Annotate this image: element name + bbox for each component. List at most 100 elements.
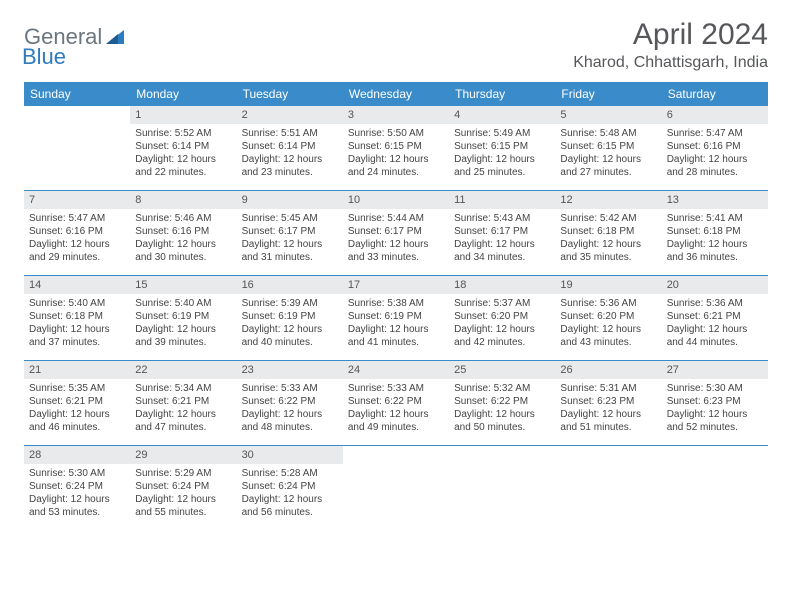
calendar-cell: 1Sunrise: 5:52 AMSunset: 6:14 PMDaylight… (130, 106, 236, 190)
daylight-text: Daylight: 12 hours (454, 408, 550, 421)
sunrise-text: Sunrise: 5:51 AM (242, 127, 338, 140)
daylight-text: and 34 minutes. (454, 251, 550, 264)
daylight-text: Daylight: 12 hours (667, 408, 763, 421)
day-number: 23 (237, 361, 343, 379)
calendar-cell: 29Sunrise: 5:29 AMSunset: 6:24 PMDayligh… (130, 446, 236, 530)
sunset-text: Sunset: 6:15 PM (560, 140, 656, 153)
calendar-cell: 4Sunrise: 5:49 AMSunset: 6:15 PMDaylight… (449, 106, 555, 190)
sunset-text: Sunset: 6:22 PM (348, 395, 444, 408)
daylight-text: Daylight: 12 hours (135, 493, 231, 506)
sunset-text: Sunset: 6:16 PM (29, 225, 125, 238)
sunrise-text: Sunrise: 5:38 AM (348, 297, 444, 310)
daylight-text: and 55 minutes. (135, 506, 231, 519)
calendar-cell: 5 Sunrise: 5:48 AMSunset: 6:15 PMDaylight… (555, 106, 661, 190)
sunrise-text: Sunrise: 5:41 AM (667, 212, 763, 225)
daylight-text: Daylight: 12 hours (29, 238, 125, 251)
daylight-text: and 25 minutes. (454, 166, 550, 179)
calendar-grid: Sunday Monday Tuesday Wednesday Thursday… (24, 82, 768, 530)
daylight-text: and 51 minutes. (560, 421, 656, 434)
daylight-text: Daylight: 12 hours (454, 238, 550, 251)
day-header-sat: Saturday (662, 82, 768, 106)
daylight-text: Daylight: 12 hours (560, 153, 656, 166)
calendar-cell: 9Sunrise: 5:45 AMSunset: 6:17 PMDaylight… (237, 191, 343, 275)
sunrise-text: Sunrise: 5:34 AM (135, 382, 231, 395)
daylight-text: Daylight: 12 hours (667, 153, 763, 166)
day-number: 2 (237, 106, 343, 124)
daylight-text: and 43 minutes. (560, 336, 656, 349)
calendar-cell: 18Sunrise: 5:37 AMSunset: 6:20 PMDayligh… (449, 276, 555, 360)
sunrise-text: Sunrise: 5:39 AM (242, 297, 338, 310)
sunrise-text: Sunrise: 5:40 AM (29, 297, 125, 310)
sunrise-text: Sunrise: 5:33 AM (348, 382, 444, 395)
daylight-text: and 44 minutes. (667, 336, 763, 349)
sunrise-text: Sunrise: 5:48 AM (560, 127, 656, 140)
daylight-text: and 39 minutes. (135, 336, 231, 349)
calendar-cell (555, 446, 661, 530)
calendar-cell: 17Sunrise: 5:38 AMSunset: 6:19 PMDayligh… (343, 276, 449, 360)
day-number: 8 (130, 191, 236, 209)
day-number: 13 (662, 191, 768, 209)
logo-text-blue: Blue (22, 44, 66, 69)
calendar-cell: 25Sunrise: 5:32 AMSunset: 6:22 PMDayligh… (449, 361, 555, 445)
daylight-text: and 30 minutes. (135, 251, 231, 264)
sunset-text: Sunset: 6:18 PM (560, 225, 656, 238)
day-header-mon: Monday (130, 82, 236, 106)
day-number: 4 (449, 106, 555, 124)
sunrise-text: Sunrise: 5:30 AM (29, 467, 125, 480)
daylight-text: Daylight: 12 hours (348, 323, 444, 336)
daylight-text: and 29 minutes. (29, 251, 125, 264)
sunset-text: Sunset: 6:17 PM (348, 225, 444, 238)
calendar-cell: 10Sunrise: 5:44 AMSunset: 6:17 PMDayligh… (343, 191, 449, 275)
sunrise-text: Sunrise: 5:28 AM (242, 467, 338, 480)
day-number: 25 (449, 361, 555, 379)
calendar-week: 1Sunrise: 5:52 AMSunset: 6:14 PMDaylight… (24, 106, 768, 191)
daylight-text: Daylight: 12 hours (29, 493, 125, 506)
calendar-week: 7Sunrise: 5:47 AMSunset: 6:16 PMDaylight… (24, 191, 768, 276)
sunrise-text: Sunrise: 5:42 AM (560, 212, 656, 225)
day-number: 26 (555, 361, 661, 379)
daylight-text: and 22 minutes. (135, 166, 231, 179)
day-number: 20 (662, 276, 768, 294)
sunset-text: Sunset: 6:14 PM (135, 140, 231, 153)
daylight-text: and 50 minutes. (454, 421, 550, 434)
daylight-text: and 23 minutes. (242, 166, 338, 179)
daylight-text: Daylight: 12 hours (135, 238, 231, 251)
sunset-text: Sunset: 6:22 PM (242, 395, 338, 408)
day-header-fri: Friday (555, 82, 661, 106)
sunset-text: Sunset: 6:24 PM (29, 480, 125, 493)
day-number: 18 (449, 276, 555, 294)
daylight-text: Daylight: 12 hours (560, 238, 656, 251)
day-number: 5 (555, 106, 661, 124)
sunrise-text: Sunrise: 5:36 AM (560, 297, 656, 310)
day-header-thu: Thursday (449, 82, 555, 106)
sunrise-text: Sunrise: 5:50 AM (348, 127, 444, 140)
calendar-cell: 12Sunrise: 5:42 AMSunset: 6:18 PMDayligh… (555, 191, 661, 275)
sunrise-text: Sunrise: 5:33 AM (242, 382, 338, 395)
day-number: 28 (24, 446, 130, 464)
daylight-text: and 46 minutes. (29, 421, 125, 434)
day-header-row: Sunday Monday Tuesday Wednesday Thursday… (24, 82, 768, 106)
sunset-text: Sunset: 6:16 PM (667, 140, 763, 153)
daylight-text: Daylight: 12 hours (29, 323, 125, 336)
daylight-text: and 37 minutes. (29, 336, 125, 349)
daylight-text: and 36 minutes. (667, 251, 763, 264)
daylight-text: Daylight: 12 hours (242, 493, 338, 506)
calendar-cell: 19Sunrise: 5:36 AMSunset: 6:20 PMDayligh… (555, 276, 661, 360)
daylight-text: Daylight: 12 hours (454, 153, 550, 166)
daylight-text: Daylight: 12 hours (667, 238, 763, 251)
calendar-cell: 13Sunrise: 5:41 AMSunset: 6:18 PMDayligh… (662, 191, 768, 275)
day-number: 21 (24, 361, 130, 379)
daylight-text: and 47 minutes. (135, 421, 231, 434)
daylight-text: Daylight: 12 hours (348, 238, 444, 251)
sunset-text: Sunset: 6:16 PM (135, 225, 231, 238)
day-number: 24 (343, 361, 449, 379)
daylight-text: and 53 minutes. (29, 506, 125, 519)
sunset-text: Sunset: 6:21 PM (29, 395, 125, 408)
sunset-text: Sunset: 6:19 PM (242, 310, 338, 323)
day-number: 30 (237, 446, 343, 464)
calendar-cell: 30Sunrise: 5:28 AMSunset: 6:24 PMDayligh… (237, 446, 343, 530)
sunrise-text: Sunrise: 5:43 AM (454, 212, 550, 225)
month-title: April 2024 (573, 18, 768, 52)
calendar-week: 21Sunrise: 5:35 AMSunset: 6:21 PMDayligh… (24, 361, 768, 446)
calendar-cell: 27Sunrise: 5:30 AMSunset: 6:23 PMDayligh… (662, 361, 768, 445)
